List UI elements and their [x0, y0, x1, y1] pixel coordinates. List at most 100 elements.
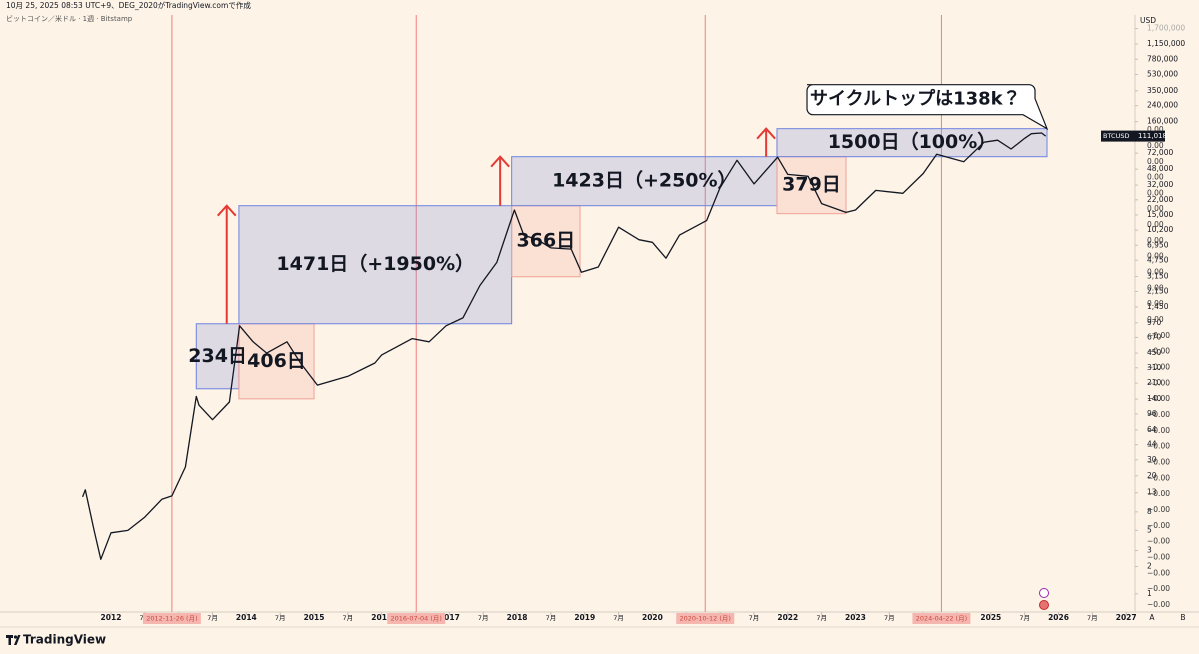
price-line	[81, 132, 1047, 560]
secondary-axis-label: −0.00	[1147, 521, 1170, 530]
created-note: 10月 25, 2025 08:53 UTC+9、DEG_2020がTradin…	[6, 0, 251, 10]
range-box	[195, 323, 240, 390]
range-label: 379日	[782, 174, 841, 196]
y-tick-label: 13	[1147, 488, 1157, 497]
y-tick-label: 96	[1147, 409, 1157, 418]
halving-date: 2012-11-26 (月)	[146, 615, 197, 623]
halving-tag	[387, 613, 446, 624]
secondary-axis-label: 0.00	[1147, 157, 1164, 166]
secondary-axis-label: −0.00	[1147, 505, 1170, 514]
secondary-axis-label: −0.00	[1147, 458, 1170, 467]
secondary-axis-label: 0.00	[1147, 236, 1164, 245]
y-tick-label: 10,200	[1147, 225, 1173, 234]
halving-date: 2020-10-12 (月)	[680, 615, 731, 623]
x-tick-label: 2014	[236, 613, 257, 622]
halving-date: 2016-07-04 (月)	[391, 615, 442, 623]
y-tick-label: 6,950	[1147, 240, 1169, 249]
secondary-axis-label: 0.00	[1147, 141, 1164, 150]
range-label: 1500日（100%）	[828, 130, 997, 153]
x-tick-label: 2015	[304, 613, 325, 622]
secondary-axis-label: 0.00	[1147, 252, 1164, 261]
y-tick-label: 48,000	[1147, 164, 1173, 173]
y-tick-label: 4,750	[1147, 255, 1169, 264]
event-icon[interactable]	[1039, 600, 1049, 610]
secondary-axis-label: −0.00	[1147, 489, 1170, 498]
rise-arrow	[756, 127, 776, 157]
secondary-axis-label: −0.00	[1147, 331, 1170, 340]
secondary-axis-label: 0.00	[1147, 268, 1164, 277]
y-tick-label: 350,000	[1147, 86, 1178, 95]
rise-arrow	[216, 204, 237, 324]
secondary-axis-label: −0.00	[1147, 410, 1170, 419]
x-tick-label: 2025	[980, 613, 1001, 622]
x-tick-label: 2019	[574, 613, 595, 622]
y-tick-label: 670	[1147, 332, 1162, 341]
callout-text: サイクルトップは138k？	[810, 88, 1021, 110]
y-tick-label: 240,000	[1147, 101, 1178, 110]
halving-tag	[142, 613, 201, 624]
y-tick-label: 310	[1147, 363, 1162, 372]
range-label: 406日	[247, 350, 306, 372]
secondary-axis-label: −0.00	[1147, 442, 1170, 451]
range-box	[511, 156, 778, 207]
price-tag: BTCUSD 111,018	[1101, 130, 1167, 142]
x-tick-label: 7月	[749, 614, 760, 622]
y-tick-label: 2,150	[1147, 286, 1169, 295]
range-box	[238, 205, 513, 325]
secondary-axis-label: −0.00	[1147, 537, 1170, 546]
last-price-marker	[1101, 130, 1165, 142]
y-tick-label: 44	[1147, 440, 1157, 449]
x-tick-label: 2018	[507, 613, 528, 622]
y-tick-label: 530,000	[1147, 70, 1178, 79]
y-tick-label: 72,000	[1147, 148, 1173, 157]
x-tick-label: 2022	[777, 613, 798, 622]
y-tick-label: 780,000	[1147, 54, 1178, 63]
x-tick-label: 7月	[343, 614, 354, 622]
axis-button[interactable]: A	[1149, 613, 1155, 622]
series-name: BTCUSD	[1103, 132, 1129, 140]
x-tick-label: 7月	[613, 614, 624, 622]
x-tick-label: 7月	[478, 614, 489, 622]
secondary-axis-label: 0.00	[1147, 204, 1164, 213]
secondary-axis-label: −0.00	[1147, 584, 1170, 593]
rise-arrow	[490, 155, 510, 206]
brand-name: TradingView	[23, 633, 106, 647]
x-tick-label: 2012	[101, 613, 122, 622]
last-price-label: 111,018	[1138, 132, 1167, 140]
secondary-axis-label: −0.00	[1147, 600, 1170, 609]
range-label: 1423日（+250%）	[552, 169, 737, 192]
secondary-axis-label: −0.00	[1147, 394, 1170, 403]
secondary-axis-label: 0.00	[1147, 299, 1164, 308]
y-tick-label: 2	[1147, 561, 1152, 570]
y-tick-label: 1,450	[1147, 302, 1169, 311]
x-tick-label: 2017	[439, 613, 460, 622]
y-unit: USD	[1140, 16, 1156, 25]
x-tick-label: 2020	[642, 613, 663, 622]
secondary-axis-label: −0.00	[1147, 426, 1170, 435]
y-tick-label: 140	[1147, 394, 1162, 403]
callout-box	[806, 84, 1049, 131]
secondary-axis-label: 0.00	[1147, 188, 1164, 197]
x-tick-label: 7月	[1087, 614, 1098, 622]
y-tick-label: 20	[1147, 471, 1157, 480]
secondary-axis-label: −0.00	[1147, 363, 1170, 372]
range-label: 234日	[188, 345, 247, 367]
x-tick-label: 2027	[1116, 613, 1137, 622]
y-tick-label: 970	[1147, 318, 1162, 327]
y-tick-label: 1	[1147, 589, 1152, 598]
halving-date: 2024-04-22 (月)	[916, 615, 967, 623]
symbol-info: ビットコイン／米ドル · 1週 · Bitstamp	[6, 14, 133, 23]
y-tick-label: 15,000	[1147, 210, 1173, 219]
y-tick-label: 1,150,000	[1147, 39, 1185, 48]
brand-logo	[6, 635, 21, 645]
x-tick-label: 7月	[546, 614, 557, 622]
x-tick-label: 7月	[275, 614, 286, 622]
axis-button[interactable]: B	[1180, 613, 1185, 622]
x-tick-label: 2023	[845, 613, 866, 622]
y-tick-label: 22,000	[1147, 195, 1173, 204]
halving-tag	[912, 613, 971, 624]
event-icon[interactable]	[1039, 588, 1049, 598]
secondary-axis-label: 0.00	[1147, 125, 1164, 134]
x-tick-label: 2016	[371, 613, 392, 622]
secondary-axis-label: −0.00	[1147, 568, 1170, 577]
